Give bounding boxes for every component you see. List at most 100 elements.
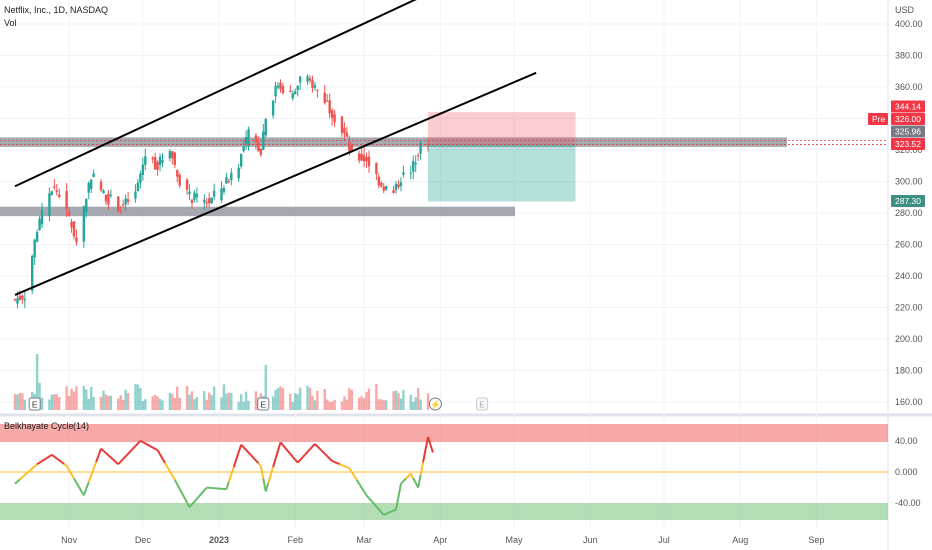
cycle-segment — [29, 467, 33, 472]
volume-bar — [13, 394, 17, 410]
zone-support[interactable] — [0, 206, 515, 217]
volume-bar — [158, 398, 162, 410]
candle-body — [104, 195, 108, 202]
candle-body — [377, 176, 381, 186]
candle-body — [426, 144, 430, 146]
cycle-segment — [41, 458, 46, 462]
price-tag — [891, 113, 925, 125]
indicator-title[interactable]: Belkhayate Cycle — [4, 421, 74, 431]
candle-body — [257, 141, 260, 152]
cycle-segment — [26, 469, 31, 474]
candle-body — [262, 131, 265, 150]
long-position-tool[interactable] — [0, 111, 888, 202]
candle-body — [237, 167, 240, 179]
event-marker-dividend[interactable]: ⚡ — [428, 397, 442, 411]
candle-body — [316, 89, 319, 91]
candle-body — [365, 156, 368, 162]
cycle-segment — [56, 457, 60, 462]
cycle-segment — [102, 450, 107, 454]
volume-bar — [409, 394, 412, 410]
cycle-segment — [117, 460, 122, 465]
channel-upper-line[interactable] — [14, 0, 430, 188]
event-marker-badge[interactable] — [257, 397, 270, 411]
event-marker-badge[interactable] — [28, 397, 41, 411]
candle-body — [343, 127, 346, 134]
price-pane[interactable] — [0, 0, 888, 413]
candle-body — [360, 153, 363, 161]
stop-zone[interactable] — [428, 144, 576, 202]
candle-body — [362, 155, 366, 162]
volume-bar — [399, 398, 403, 410]
candle-body — [21, 295, 24, 300]
volume-bar — [382, 400, 385, 410]
candle-body — [141, 164, 145, 175]
event-marker-badge[interactable] — [476, 397, 489, 411]
volume-bar — [362, 398, 366, 410]
candle-body — [345, 132, 349, 137]
candle-body — [136, 182, 140, 191]
price-tick: 300.00 — [895, 177, 923, 187]
price-tick: 200.00 — [895, 334, 923, 344]
belkhayate-series — [0, 424, 888, 520]
candle-body — [171, 151, 174, 159]
volume-bar — [55, 394, 58, 410]
candle-body — [156, 162, 159, 170]
cycle-segment — [319, 448, 323, 452]
volume-bar — [58, 397, 61, 410]
volume-bar — [357, 397, 361, 410]
cycle-segment — [137, 440, 142, 445]
volume-bar — [190, 391, 194, 410]
candles — [13, 74, 430, 309]
cycle-segment — [169, 470, 174, 477]
candle-body — [38, 218, 41, 231]
candle-body — [109, 194, 113, 197]
volume-bar — [412, 401, 415, 410]
trend-channel[interactable] — [14, 0, 537, 296]
volume-legend[interactable]: Vol — [4, 18, 17, 28]
cycle-segment — [198, 492, 203, 497]
time-tick: 2023 — [209, 535, 229, 545]
volume-bar — [205, 399, 208, 410]
time-axis[interactable]: Nov Dec 2023 Feb Mar Apr May Jun Jul Aug Sep — [61, 535, 824, 545]
event-marker-earnings-future[interactable]: E — [476, 397, 489, 411]
volume-bar — [242, 401, 245, 410]
candle-body — [230, 172, 233, 180]
channel-lower-line[interactable] — [14, 71, 537, 296]
cycle-segment — [100, 447, 105, 452]
cycle-segment — [119, 458, 124, 463]
cycle-segment — [383, 512, 387, 516]
target-zone[interactable] — [428, 111, 576, 145]
volume-bar — [35, 354, 39, 410]
pre-market-badge — [868, 113, 888, 125]
candle-body — [296, 85, 299, 91]
volume-bar — [416, 388, 420, 410]
cycle-segment — [282, 444, 287, 449]
price-tick: 360.00 — [895, 82, 923, 92]
cycle-segment — [171, 475, 176, 481]
cycle-segment — [422, 449, 427, 463]
event-markers[interactable]: E E ⚡ E — [28, 397, 489, 411]
event-marker-badge[interactable] — [428, 397, 442, 411]
cycle-segment — [61, 461, 65, 465]
candle-body — [75, 237, 78, 243]
event-marker-earnings[interactable]: E — [257, 397, 270, 411]
cycle-segment — [289, 453, 294, 458]
cycle-segment — [400, 480, 405, 485]
candle-body — [85, 199, 88, 212]
volume-bar — [141, 401, 145, 410]
candle-body — [31, 255, 34, 291]
event-marker-earnings[interactable]: E — [28, 397, 41, 411]
volume-bar — [313, 400, 317, 410]
time-tick: Aug — [732, 535, 748, 545]
volume-bar — [360, 396, 363, 410]
zone-resistance[interactable] — [0, 137, 787, 147]
cycle-segment — [36, 461, 41, 466]
cycle-segment — [264, 483, 270, 492]
symbol-title[interactable]: Netflix, Inc., 1D, NASDAQ — [4, 5, 108, 15]
candle-body — [380, 182, 383, 187]
volume-bar — [144, 399, 147, 410]
candle-body — [402, 172, 405, 175]
volume-bar — [328, 401, 331, 410]
candle-body — [247, 129, 250, 146]
